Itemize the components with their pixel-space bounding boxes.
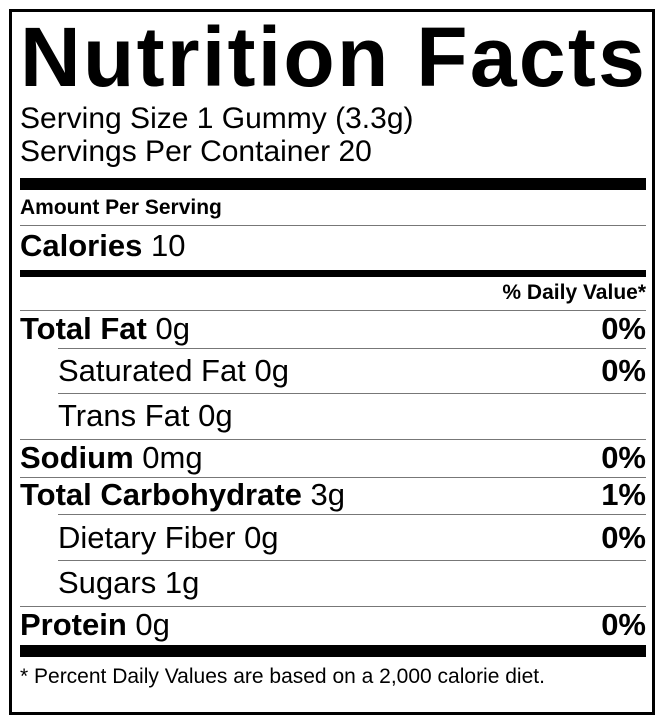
servings-per-container-value: 20 (338, 135, 372, 168)
nutrient-row-sugars: Sugars 1g (58, 565, 646, 601)
nutrient-amount: 0g (244, 520, 279, 555)
nutrient-row-total-fat: Total Fat 0g 0% (20, 311, 646, 347)
nutrition-label-border (9, 9, 655, 715)
nutrient-name: Dietary Fiber (58, 520, 236, 555)
label-title: Nutrition Facts (20, 10, 648, 104)
calories-label: Calories (20, 228, 143, 263)
nutrient-dv: 0% (601, 607, 646, 642)
divider (20, 310, 646, 311)
divider (58, 393, 646, 394)
nutrient-row-protein: Protein 0g 0% (20, 607, 646, 643)
nutrient-name: Total Carbohydrate (20, 477, 302, 512)
daily-value-header: % Daily Value* (502, 281, 646, 304)
nutrient-name: Sugars (58, 565, 157, 600)
nutrient-name: Saturated Fat (58, 353, 246, 388)
nutrient-amount: 0g (155, 311, 190, 346)
nutrient-dv: 0% (601, 440, 646, 475)
nutrient-amount: 3g (310, 477, 346, 512)
nutrient-dv: 0% (601, 520, 646, 555)
serving-size-value: 1 Gummy (3.3g) (196, 102, 414, 135)
nutrient-amount: 0g (135, 607, 170, 642)
divider (58, 514, 646, 515)
divider (20, 439, 646, 440)
nutrient-dv: 0% (601, 353, 646, 388)
divider (58, 348, 646, 349)
nutrient-name: Protein (20, 607, 127, 642)
nutrient-amount: 0g (254, 353, 289, 388)
nutrient-amount: 0mg (142, 440, 203, 475)
nutrient-dv: 0% (601, 311, 646, 346)
nutrient-dv: 1% (601, 477, 646, 512)
amount-per-serving: Amount Per Serving (20, 196, 222, 219)
medium-divider (20, 270, 646, 277)
divider (20, 477, 646, 478)
serving-size-label: Serving Size (20, 102, 189, 135)
calories-value: 10 (150, 228, 186, 263)
nutrient-amount: 0g (198, 398, 233, 433)
nutrient-row-trans-fat: Trans Fat 0g (58, 398, 646, 434)
nutrient-row-total-carbohydrate: Total Carbohydrate 3g 1% (20, 477, 646, 513)
divider (58, 560, 646, 561)
nutrient-row-dietary-fiber: Dietary Fiber 0g 0% (58, 520, 646, 556)
nutrient-row-saturated-fat: Saturated Fat 0g 0% (58, 353, 646, 389)
servings-per-container: Servings Per Container 20 (20, 135, 372, 169)
serving-size: Serving Size 1 Gummy (3.3g) (20, 102, 414, 136)
thick-divider (20, 178, 646, 190)
divider (20, 225, 646, 226)
divider (20, 606, 646, 607)
nutrient-row-sodium: Sodium 0mg 0% (20, 440, 646, 476)
footnote: * Percent Daily Values are based on a 2,… (20, 665, 545, 688)
thick-divider (20, 645, 646, 657)
nutrient-name: Trans Fat (58, 398, 190, 433)
servings-per-container-label: Servings Per Container (20, 135, 331, 168)
nutrient-amount: 1g (164, 565, 200, 600)
nutrient-name: Sodium (20, 440, 134, 475)
calories-row: Calories 10 (20, 228, 185, 264)
nutrient-name: Total Fat (20, 311, 147, 346)
